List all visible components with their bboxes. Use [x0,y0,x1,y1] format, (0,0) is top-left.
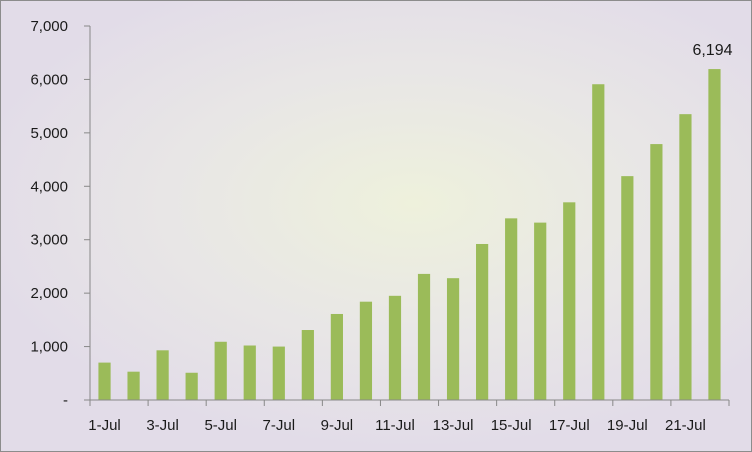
y-tick-label: 6,000 [30,71,68,88]
x-tick-label: 9-Jul [321,417,354,434]
x-tick-label: 21-Jul [665,417,706,434]
bar-4-Jul [185,372,198,400]
bar-6-Jul [243,345,256,400]
bar-10-Jul [359,301,373,400]
y-tick-label: 5,000 [30,125,68,142]
x-tick-label: 5-Jul [204,417,237,434]
bar-2-Jul [127,371,140,400]
data-label: 6,194 [692,42,732,59]
bar-5-Jul [214,341,227,400]
y-tick-label: 7,000 [30,18,68,35]
bar-21-Jul [679,114,692,401]
bar-18-Jul [592,84,605,400]
bar-19-Jul [621,176,634,400]
x-tick-label: 7-Jul [263,417,296,434]
x-tick-label: 19-Jul [607,417,648,434]
x-tick-label: 1-Jul [88,417,121,434]
bar-7-Jul [272,346,285,400]
y-tick-label: 1,000 [30,339,68,356]
data-labels: 6,194 [692,42,732,59]
x-tick-label: 3-Jul [146,417,179,434]
bar-17-Jul [563,202,576,400]
y-tick-label: 3,000 [30,232,68,249]
bar-9-Jul [330,313,343,400]
bar-3-Jul [156,350,169,400]
y-axis: - 1,000 2,000 3,000 4,000 5,000 6,000 7,000 [30,18,91,409]
x-tick-label: 17-Jul [549,417,590,434]
bar-11-Jul [388,295,402,400]
bar-12-Jul [417,273,431,400]
bar-13-Jul [446,278,460,400]
x-axis: 1-Jul 3-Jul 5-Jul 7-Jul 9-Jul 11-Jul 13-Jul 15-… [88,399,730,434]
bar-15-Jul [505,218,518,400]
bar-22-Jul [708,69,721,401]
y-tick-label: - [63,392,68,409]
bar-14-Jul [476,243,489,400]
bars [98,69,721,401]
x-tick-label: 13-Jul [433,417,474,434]
y-tick-label: 4,000 [30,178,68,195]
x-tick-label: 15-Jul [491,417,532,434]
bar-20-Jul [650,144,663,400]
bar-16-Jul [534,222,547,400]
bar-8-Jul [301,330,314,400]
bar-1-Jul [98,362,111,400]
y-tick-label: 2,000 [30,285,68,302]
x-tick-label: 11-Jul [375,417,415,434]
